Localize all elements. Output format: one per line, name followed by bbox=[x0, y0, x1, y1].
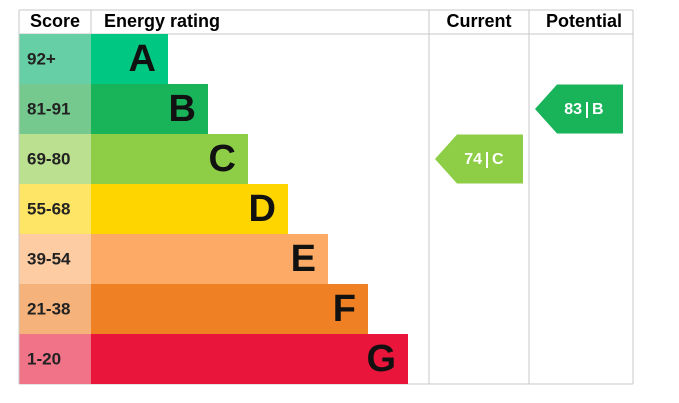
rating-letter: E bbox=[291, 238, 316, 280]
score-cell bbox=[19, 34, 91, 84]
header-energy-rating: Energy rating bbox=[104, 11, 220, 31]
potential-rating: B bbox=[592, 101, 604, 118]
score-cell bbox=[19, 184, 91, 234]
current-rating: C bbox=[492, 151, 504, 168]
rating-bar bbox=[91, 234, 328, 284]
rating-bar bbox=[91, 34, 168, 84]
potential-value: 83 bbox=[564, 101, 582, 118]
score-label: 55-68 bbox=[27, 199, 70, 218]
rating-letter: D bbox=[249, 188, 276, 230]
score-label: 69-80 bbox=[27, 149, 70, 168]
score-label: 81-91 bbox=[27, 99, 70, 118]
rating-letter: F bbox=[333, 288, 356, 330]
header-potential: Potential bbox=[546, 11, 622, 31]
rating-bar bbox=[91, 284, 368, 334]
score-cell bbox=[19, 284, 91, 334]
header-current: Current bbox=[446, 11, 511, 31]
score-cell bbox=[19, 234, 91, 284]
rating-bar bbox=[91, 134, 248, 184]
score-cell bbox=[19, 84, 91, 134]
score-label: 92+ bbox=[27, 49, 56, 68]
rating-letter: G bbox=[366, 338, 396, 380]
current-value: 74 bbox=[464, 151, 482, 168]
rating-bar bbox=[91, 184, 288, 234]
score-label: 21-38 bbox=[27, 299, 70, 318]
rating-letter: A bbox=[129, 38, 156, 80]
rating-bar bbox=[91, 84, 208, 134]
current-arrow bbox=[435, 134, 523, 184]
rating-letter: B bbox=[169, 88, 196, 130]
score-cell bbox=[19, 334, 91, 384]
rating-letter: C bbox=[209, 138, 236, 180]
rating-bar bbox=[91, 334, 408, 384]
potential-arrow bbox=[535, 84, 623, 134]
header-score: Score bbox=[30, 11, 80, 31]
score-label: 1-20 bbox=[27, 349, 61, 368]
score-cell bbox=[19, 134, 91, 184]
score-label: 39-54 bbox=[27, 249, 71, 268]
